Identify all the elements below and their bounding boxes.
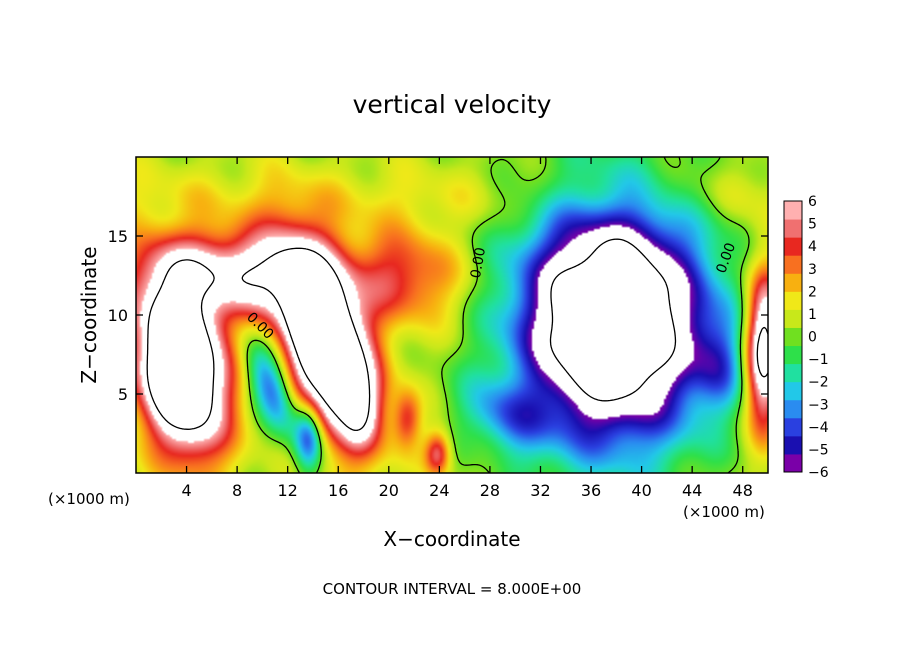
- contour-line-zero: [246, 157, 750, 473]
- contour-interval-note: CONTOUR INTERVAL = 8.000E+00: [323, 580, 582, 598]
- x-tick-label: 16: [328, 481, 348, 500]
- colorbar-tick-label: 1: [808, 307, 817, 323]
- x-tick-label: 20: [379, 481, 399, 500]
- x-tick-label: 12: [278, 481, 298, 500]
- x-tick-label: 44: [682, 481, 702, 500]
- colorbar-swatch: [784, 363, 802, 383]
- heatmap-raster: [136, 157, 768, 473]
- colorbar-tick-label: −5: [808, 442, 829, 458]
- x-unit-left: (×1000 m): [48, 490, 130, 508]
- colorbar-tick-label: 5: [808, 217, 817, 233]
- colorbar-tick-label: −2: [808, 375, 829, 391]
- contour-line-positive: [146, 247, 768, 432]
- x-axis-label: X−coordinate: [383, 527, 520, 551]
- y-tick-label: 15: [108, 227, 128, 246]
- contour-line-negative: [549, 238, 677, 402]
- x-tick-label: 4: [181, 481, 191, 500]
- chart-title: vertical velocity: [353, 90, 552, 119]
- colorbar-tick-label: 0: [808, 330, 817, 346]
- colorbar-tick-label: −1: [808, 352, 829, 368]
- colorbar-swatch: [784, 237, 802, 256]
- colorbar-swatch: [784, 435, 802, 455]
- colorbar-tick-label: −3: [808, 397, 829, 413]
- y-tick-label: 10: [108, 306, 128, 325]
- colorbar-tick-label: 6: [808, 194, 817, 210]
- colorbar-frame: [783, 200, 803, 473]
- colorbar-swatch: [784, 255, 802, 274]
- x-axis-ticks: 4 8 12 16 20 24 28 32 36 40 44 48: [181, 157, 753, 500]
- x-tick-label: 24: [429, 481, 449, 500]
- colorbar-swatch: [784, 291, 802, 310]
- colorbar-swatch: [784, 345, 802, 365]
- colorbar-tick-label: 4: [808, 239, 817, 255]
- heatmap-field: [136, 157, 768, 473]
- y-tick-label: 5: [118, 385, 128, 404]
- colorbar-swatch: [784, 381, 802, 401]
- colorbar-swatch: [784, 399, 802, 419]
- colorbar-swatch: [784, 201, 802, 220]
- colorbar-tick-label: 3: [808, 262, 817, 278]
- contour-lines: [146, 157, 768, 473]
- x-tick-label: 32: [530, 481, 550, 500]
- colorbar-swatch: [784, 327, 802, 347]
- x-tick-label: 8: [232, 481, 242, 500]
- colorbar: 6 5 4 3 2 1 0 −1 −2 −3 −4 −5 −6: [783, 194, 829, 481]
- x-tick-label: 40: [631, 481, 651, 500]
- y-axis-ticks: 5 10 15: [108, 227, 768, 404]
- x-unit-right: (×1000 m): [683, 503, 765, 521]
- x-tick-label: 36: [581, 481, 601, 500]
- colorbar-swatch: [784, 309, 802, 328]
- y-axis-label: Z−coordinate: [77, 246, 101, 383]
- colorbar-tick-label: −6: [808, 465, 829, 481]
- colorbar-swatch: [784, 219, 802, 238]
- contour-label: 0.00: [468, 246, 489, 279]
- colorbar-tick-label: 2: [808, 284, 817, 300]
- x-tick-label: 28: [480, 481, 500, 500]
- colorbar-swatch: [784, 417, 802, 437]
- colorbar-swatch: [784, 453, 802, 473]
- colorbar-tick-label: −4: [808, 420, 829, 436]
- x-tick-label: 48: [733, 481, 753, 500]
- colorbar-swatch: [784, 273, 802, 292]
